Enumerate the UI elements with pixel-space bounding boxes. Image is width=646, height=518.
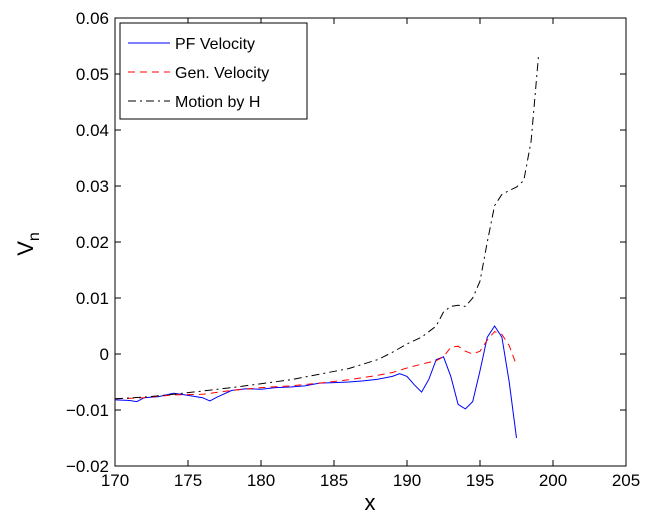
ticks-layer: 170 175 180 185 190 195 200 205 −0.02 −0.01 0 0.01 0… xyxy=(66,9,640,490)
y-axis-label-main: V xyxy=(13,241,38,256)
y-tick-label: 0.06 xyxy=(76,9,109,28)
x-tick-label: 205 xyxy=(612,471,640,490)
y-tick-label: 0.04 xyxy=(76,121,109,140)
series-layer xyxy=(114,57,539,439)
legend-label-2: Gen. Velocity xyxy=(175,65,269,82)
series-line-2 xyxy=(114,331,517,400)
y-tick-label: 0.01 xyxy=(76,289,109,308)
x-tick-label: 185 xyxy=(320,471,348,490)
x-axis-label: x xyxy=(365,490,376,515)
legend-label-1: PF Velocity xyxy=(175,36,255,53)
y-tick-label: 0 xyxy=(100,345,109,364)
y-axis-label-subscript: n xyxy=(26,232,43,241)
y-tick-label: −0.02 xyxy=(66,457,109,476)
y-tick-label: −0.01 xyxy=(66,401,109,420)
y-axis-label: Vn xyxy=(13,232,43,256)
y-tick-label: 0.02 xyxy=(76,233,109,252)
x-tick-label: 190 xyxy=(393,471,421,490)
legend-label-3: Motion by H xyxy=(175,94,260,111)
x-tick-label: 175 xyxy=(174,471,202,490)
x-tick-label: 180 xyxy=(247,471,275,490)
y-tick-label: 0.05 xyxy=(76,65,109,84)
y-tick-label: 0.03 xyxy=(76,177,109,196)
series-line-1 xyxy=(114,325,517,439)
x-tick-label: 195 xyxy=(466,471,494,490)
x-tick-label: 170 xyxy=(101,471,129,490)
x-tick-label: 200 xyxy=(539,471,567,490)
legend: PF Velocity Gen. Velocity Motion by H xyxy=(119,22,308,120)
legend-box xyxy=(119,22,308,120)
